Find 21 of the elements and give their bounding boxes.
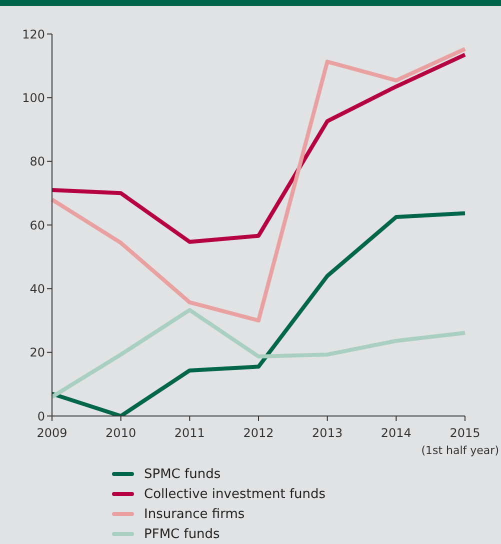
y-tick-label: 120 (22, 27, 45, 42)
y-tick-label: 0 (37, 409, 45, 424)
x-tick-label: 2011 (174, 426, 205, 440)
y-tick-label: 80 (30, 154, 45, 169)
x-tick-label: 2010 (106, 426, 136, 440)
legend-label: Collective investment funds (144, 486, 326, 502)
line-series (50, 52, 467, 244)
y-tick-label: 60 (30, 218, 45, 232)
y-tick-label: 40 (30, 282, 45, 296)
x-tick-label: 2009 (36, 426, 68, 440)
legend-label: Insurance firms (144, 506, 245, 522)
y-tick-label: 100 (22, 90, 45, 105)
line-series (50, 308, 467, 399)
x-tick-label: 2015 (1st half year) (421, 426, 499, 457)
legend-label: PFMC funds (144, 526, 220, 542)
x-tick-label: 2014 (380, 426, 412, 440)
legend-label: SPMC funds (144, 466, 221, 482)
x-tick-label: 2012 (243, 426, 274, 440)
x-tick-label: 2013 (312, 426, 343, 440)
line-series (50, 46, 467, 322)
y-tick-label: 20 (30, 346, 45, 360)
